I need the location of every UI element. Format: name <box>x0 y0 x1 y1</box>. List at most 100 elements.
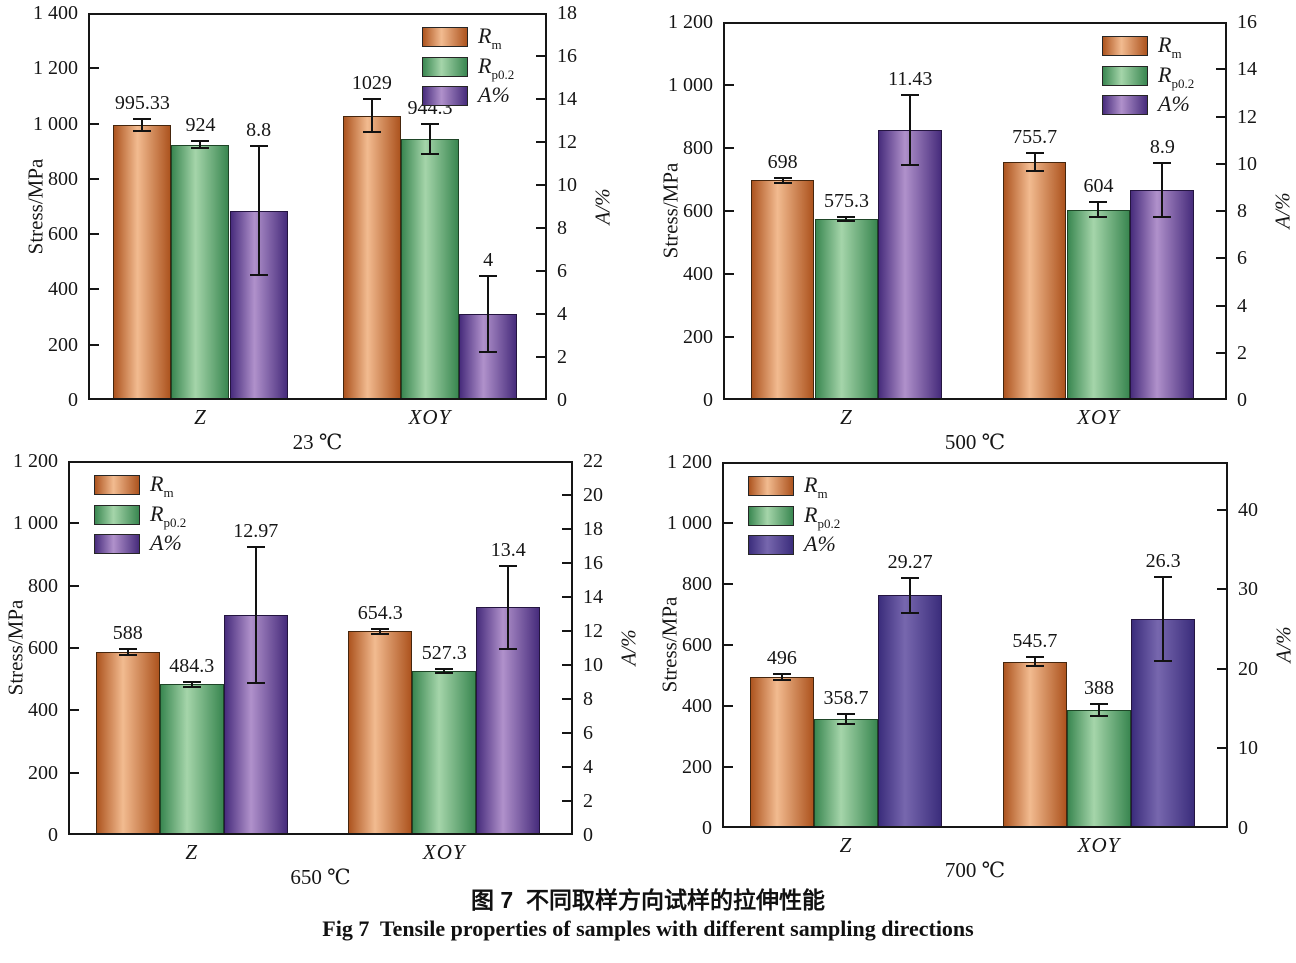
axis-line-left <box>68 461 70 835</box>
y-axis-tick-label-left: 600 <box>28 637 58 659</box>
error-bar-cap-bottom <box>249 274 268 277</box>
y-axis-tick-label-right: 14 <box>583 586 603 608</box>
legend-item-a: A% <box>94 530 214 560</box>
error-bar-cap-top <box>1025 151 1044 154</box>
chart-500c: 698 575.3 11.43 755.7 604 8.9 Rm Rp0.2 A% Z XOY 0 20… <box>648 0 1296 454</box>
error-bar-cap-bottom <box>901 164 920 167</box>
bar-a-z <box>878 595 943 828</box>
legend-label: Rp0.2 <box>804 501 841 531</box>
bar-value-label: 8.9 <box>1149 135 1175 158</box>
y-axis-tick-label-right: 10 <box>583 654 603 676</box>
y-axis-tick-label-right: 8 <box>1237 200 1247 222</box>
chart-700c: 496 358.7 29.27 545.7 388 26.3 Rm Rp0.2 A% Z XOY 0 2… <box>648 440 1296 888</box>
y-axis-tick-left <box>725 84 734 86</box>
error-bar-stem <box>1161 162 1164 217</box>
legend-swatch-rm <box>1102 36 1148 56</box>
y-axis-tick-right <box>562 494 571 496</box>
y-axis-tick-right <box>562 800 571 802</box>
bar-value-label: 13.4 <box>490 538 526 561</box>
y-axis-tick-label-right: 22 <box>583 450 603 472</box>
y-axis-tick-right <box>536 141 545 143</box>
error-bar-cap-top <box>182 680 201 683</box>
y-axis-tick-right <box>562 732 571 734</box>
legend-item-a: A% <box>748 531 868 561</box>
legend-item-rp02: Rp0.2 <box>422 53 542 83</box>
y-axis-tick-left <box>724 583 733 585</box>
error-bar-cap-top <box>133 117 152 120</box>
plot-area: 496 358.7 29.27 545.7 388 26.3 Rm Rp0.2 A% <box>722 462 1228 828</box>
y-axis-tick-label-left: 800 <box>682 573 712 595</box>
plot-area: 995.33 924 8.8 1029 944.3 4 Rm Rp0.2 A% <box>88 13 547 400</box>
bar-a-xoy <box>1130 189 1195 400</box>
error-bar-stem <box>1033 152 1036 172</box>
axis-line-right <box>1225 22 1227 400</box>
bar-value-label: 575.3 <box>823 189 869 212</box>
y-axis-tick-label-right: 4 <box>557 303 567 325</box>
y-axis-tick-left <box>725 210 734 212</box>
error-bar-cap-top <box>772 672 791 675</box>
bar-value-label: 8.8 <box>246 119 272 142</box>
y-axis-tick-label-left: 0 <box>703 389 713 411</box>
y-axis-tick-label-right: 6 <box>557 260 567 282</box>
error-bar-stem <box>845 216 848 221</box>
legend-swatch-rp02 <box>1102 65 1148 86</box>
y-axis-tick-right <box>1216 68 1225 71</box>
error-bar-stem <box>257 146 260 276</box>
legend-item-a: A% <box>422 82 542 112</box>
y-axis-tick-label-left: 400 <box>682 695 712 717</box>
error-bar-cap-bottom <box>182 685 201 688</box>
error-bar-stem <box>1162 576 1165 661</box>
y-axis-tick-label-left: 200 <box>28 761 58 784</box>
y-axis-tick-left <box>724 705 733 707</box>
axis-line-left <box>722 462 724 828</box>
y-axis-tick-label-right: 8 <box>583 688 593 710</box>
bar-value-label: 588 <box>112 621 143 644</box>
bar-rp02-xoy <box>1066 709 1131 828</box>
x-group-label: Z <box>839 833 853 857</box>
legend-item-rm: Rm <box>1102 32 1222 62</box>
legend-label: A% <box>804 531 836 556</box>
error-bar-cap-top <box>901 576 920 579</box>
error-bar-cap-top <box>1153 161 1172 164</box>
plot-area: 588 484.3 12.97 654.3 527.3 13.4 Rm Rp0.2 A% <box>68 461 573 835</box>
axis-line-right <box>1226 462 1228 828</box>
error-bar-cap-top <box>435 667 454 670</box>
chart-650c: 588 484.3 12.97 654.3 527.3 13.4 Rm Rp0.2 A% Z XOY… <box>0 440 648 889</box>
error-bar-cap-top <box>118 647 137 650</box>
bar-rp02-z <box>813 718 878 828</box>
legend-label: Rp0.2 <box>478 52 515 82</box>
y-axis-tick-left <box>725 336 734 338</box>
error-bar-cap-bottom <box>191 146 210 149</box>
legend-swatch-rm <box>748 476 794 496</box>
error-bar-cap-bottom <box>371 632 390 635</box>
y-axis-tick-left <box>70 771 79 774</box>
error-bar-stem <box>254 546 257 683</box>
y-axis-tick-left <box>90 177 99 180</box>
y-axis-tick-label-left: 800 <box>28 574 58 597</box>
y-axis-tick-label-right: 4 <box>583 756 593 778</box>
legend-swatch-a <box>422 86 468 106</box>
error-bar-stem <box>190 681 193 687</box>
x-group-label: XOY <box>422 840 466 864</box>
y-axis-tick-left <box>90 343 99 346</box>
axis-line-top <box>68 461 573 463</box>
y-axis-tick-right <box>562 528 571 530</box>
error-bar-cap-bottom <box>837 219 856 222</box>
error-bar-cap-top <box>499 564 518 567</box>
y-axis-tick-label-right: 12 <box>557 131 577 153</box>
error-bar-cap-bottom <box>773 181 792 184</box>
y-axis-tick-label-right: 10 <box>557 174 577 196</box>
y-axis-tick-label-right: 0 <box>557 389 567 411</box>
error-bar-cap-bottom <box>901 611 920 614</box>
y-axis-tick-label-left: 400 <box>48 278 78 301</box>
left-axis-title: Stress/MPa <box>657 596 682 693</box>
y-axis-tick-label-right: 16 <box>557 45 577 67</box>
y-axis-tick-right <box>1216 351 1225 354</box>
legend-item-rp02: Rp0.2 <box>94 501 214 531</box>
y-axis-tick-right <box>562 698 571 700</box>
error-bar-cap-top <box>773 176 792 179</box>
bar-a-z <box>878 130 943 400</box>
error-bar-stem <box>443 668 446 673</box>
y-axis-tick-right <box>562 562 571 564</box>
